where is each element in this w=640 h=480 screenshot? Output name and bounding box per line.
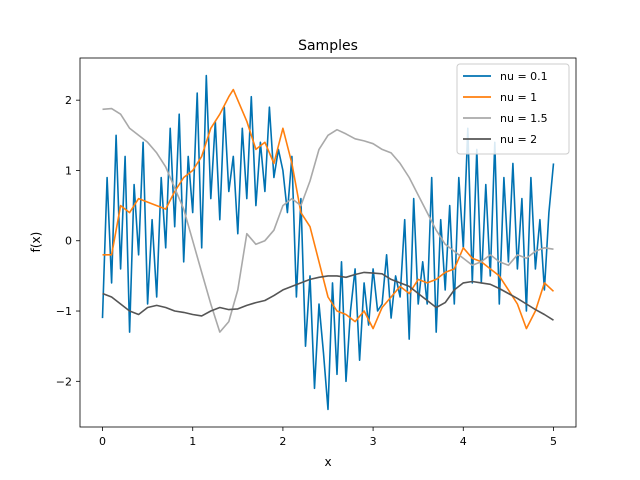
y-tick-label: 2 (65, 94, 72, 107)
y-axis-label: f(x) (29, 232, 43, 253)
legend-label-1: nu = 0.1 (500, 70, 548, 83)
plot-area-frame (79, 57, 577, 428)
series-line-4 (102, 271, 554, 321)
x-tick-label: 5 (550, 435, 557, 448)
legend-frame (456, 63, 570, 155)
x-tick-label: 4 (460, 435, 467, 448)
x-tick-label: 1 (189, 435, 196, 448)
legend-label-4: nu = 2 (500, 133, 537, 146)
y-tick-label: 1 (65, 164, 72, 177)
y-axis-ticks: −2 −1 0 1 2 (56, 94, 80, 388)
y-tick-label: −2 (56, 375, 72, 388)
y-tick-label: −1 (56, 305, 72, 318)
x-axis-ticks: 0 1 2 3 4 5 (99, 427, 557, 448)
legend-label-2: nu = 1 (500, 91, 537, 104)
series-line-2 (102, 88, 555, 330)
x-axis-label: x (324, 455, 331, 469)
plot-lines (101, 74, 555, 411)
series-line-1 (101, 74, 555, 411)
legend-label-3: nu = 1.5 (500, 112, 548, 125)
series-line-3 (102, 107, 554, 333)
chart-title: Samples (298, 38, 358, 54)
legend: nu = 0.1 nu = 1 nu = 1.5 nu = 2 (456, 63, 570, 155)
y-tick-label: 0 (65, 235, 72, 248)
x-tick-label: 3 (370, 435, 377, 448)
x-tick-label: 2 (279, 435, 286, 448)
x-tick-label: 0 (99, 435, 106, 448)
